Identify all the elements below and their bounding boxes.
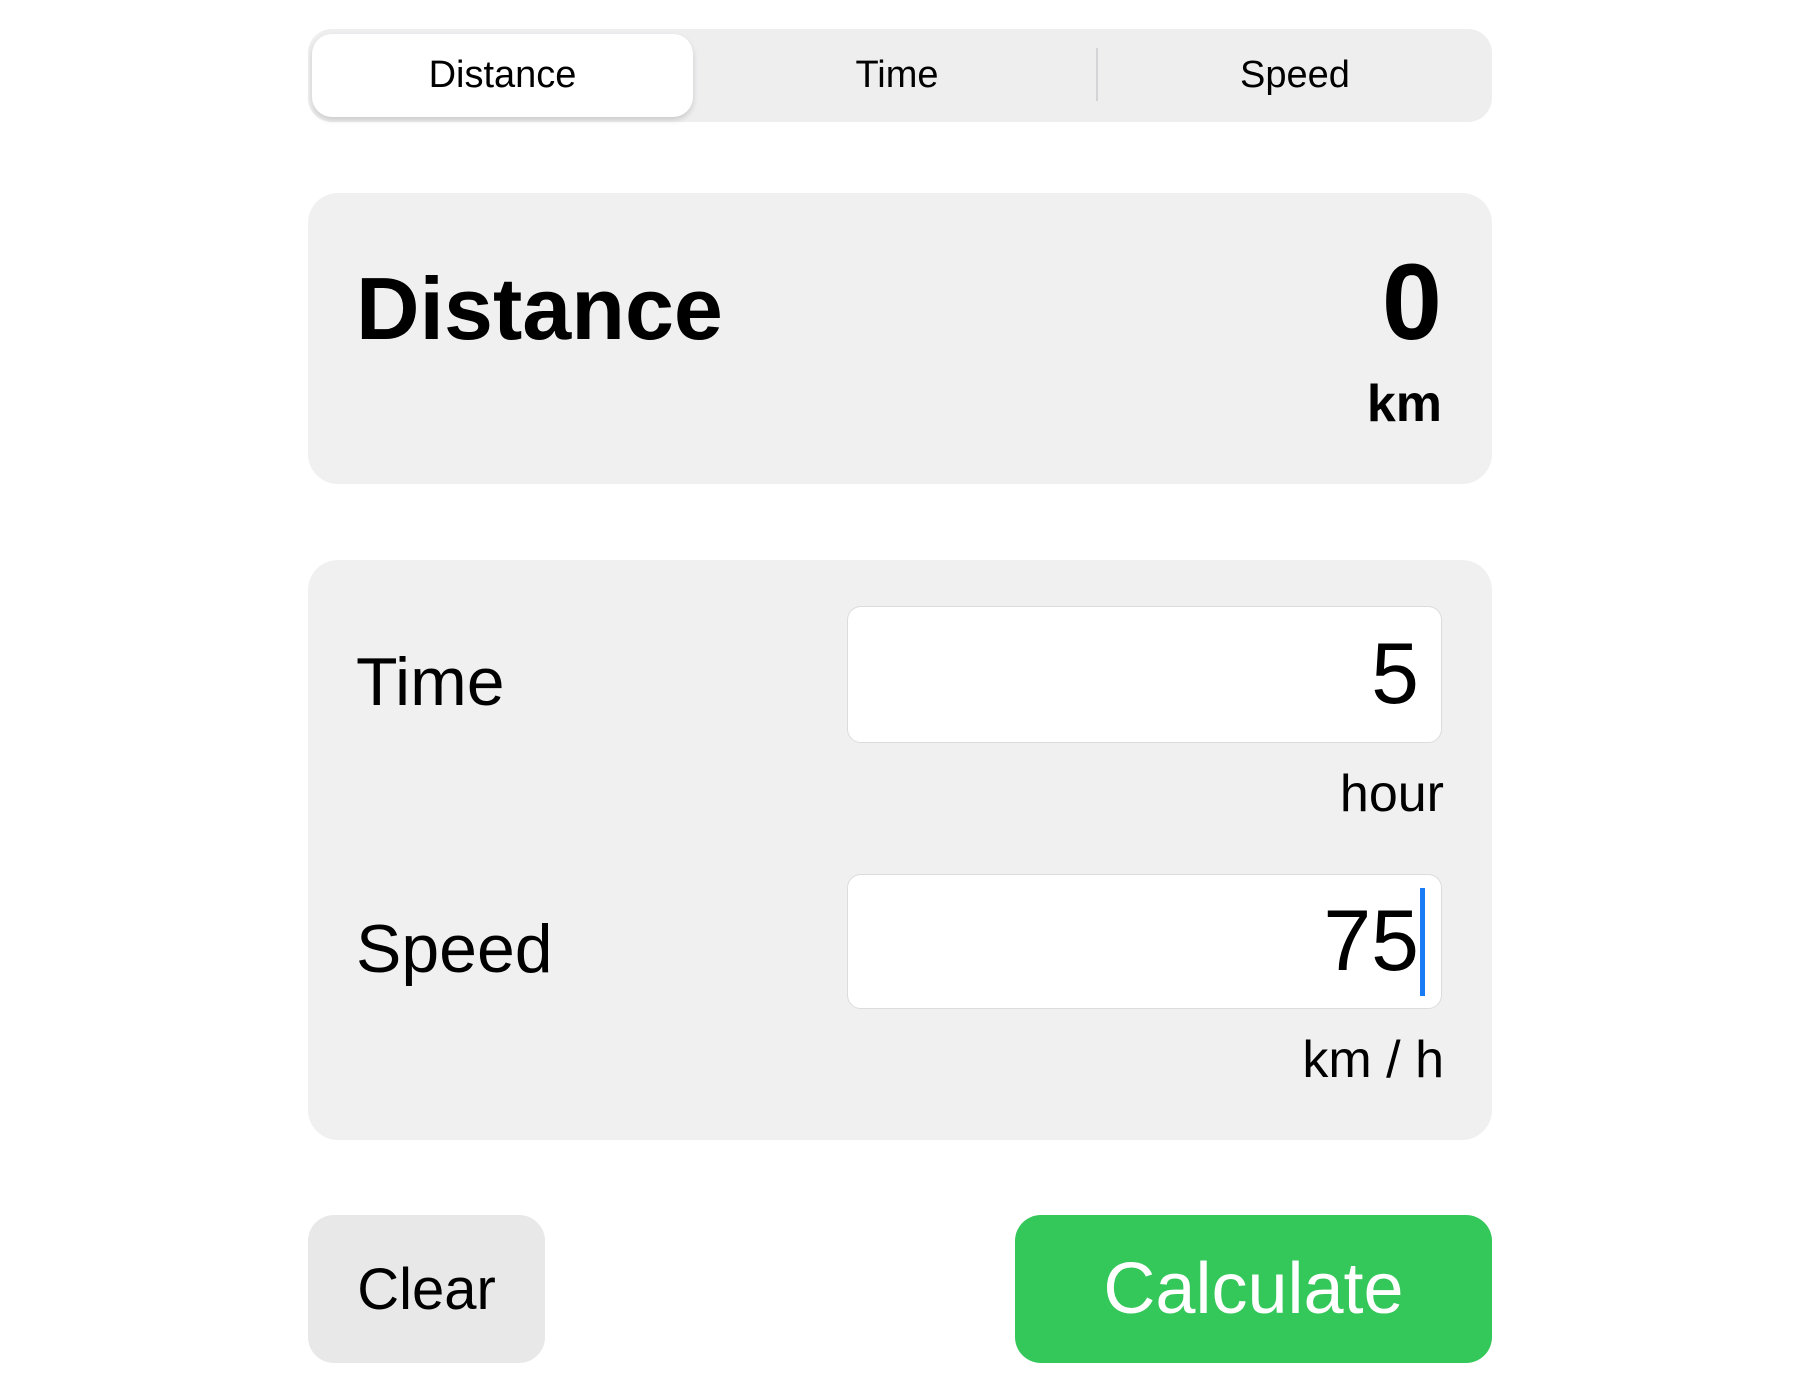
speed-unit: km / h (1302, 1031, 1444, 1089)
time-label: Time (356, 644, 505, 720)
segment-divider (1096, 48, 1098, 101)
tab-time[interactable]: Time (855, 54, 939, 96)
time-input-value: 5 (1371, 626, 1419, 722)
text-caret (1420, 887, 1425, 996)
time-unit: hour (1339, 765, 1444, 823)
speed-input[interactable]: 75 (847, 874, 1442, 1009)
calculate-button[interactable]: Calculate (1015, 1215, 1492, 1363)
result-value: 0 (1381, 241, 1442, 362)
result-unit: km (1366, 375, 1442, 433)
result-title: Distance (356, 259, 723, 358)
result-card (308, 193, 1492, 484)
clear-button[interactable]: Clear (308, 1215, 545, 1363)
speed-label: Speed (356, 911, 553, 987)
tab-distance[interactable]: Distance (428, 54, 577, 96)
segment-selected-indicator (312, 34, 693, 117)
speed-input-value: 75 (1323, 893, 1419, 989)
tab-speed[interactable]: Speed (1240, 54, 1350, 96)
time-input[interactable]: 5 (847, 606, 1442, 743)
